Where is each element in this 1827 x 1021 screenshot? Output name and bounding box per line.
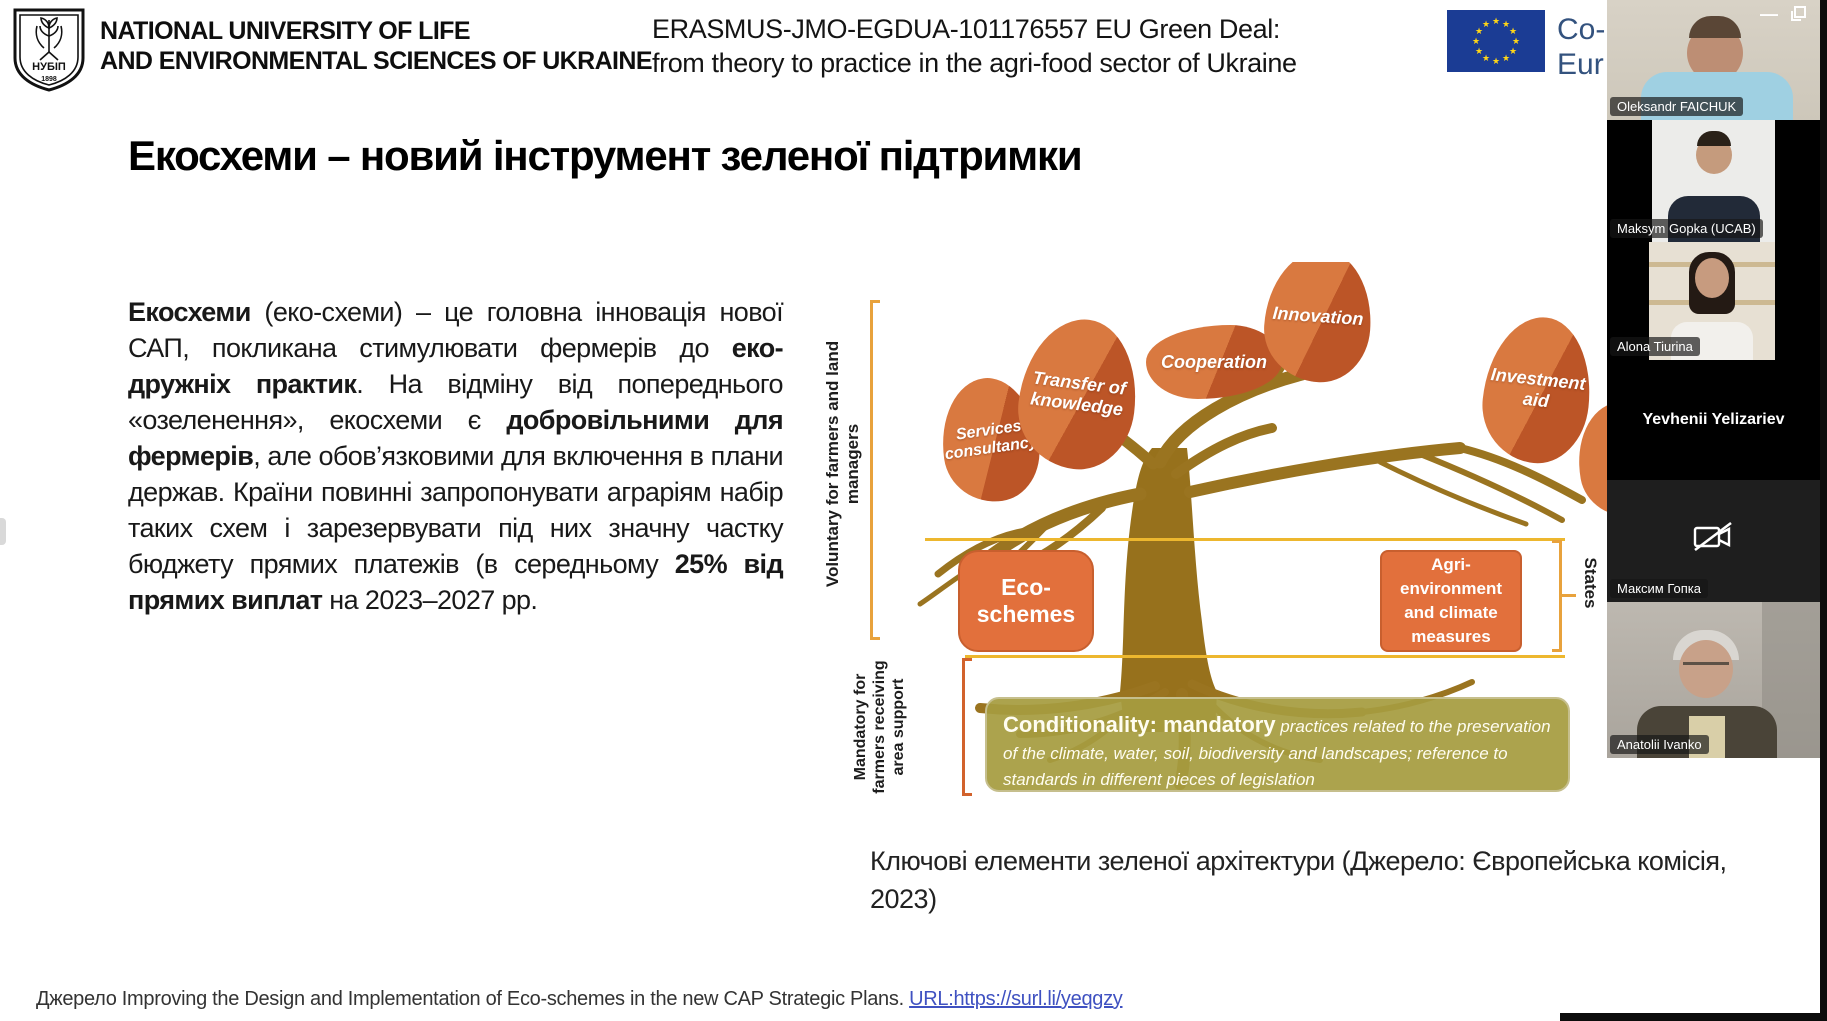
mandatory-label: Mandatory for farmers receiving area sup… <box>852 660 907 794</box>
svg-text:★: ★ <box>1482 20 1490 30</box>
svg-text:★: ★ <box>1472 37 1480 47</box>
source-link[interactable]: URL:https://surl.li/yeqgzy <box>909 988 1123 1010</box>
participant-name: Yevhenii Yelizariev <box>1642 411 1785 428</box>
source-line: Джерело Improving the Design and Impleme… <box>36 988 1123 1011</box>
voluntary-label: Voluntary for farmers and land managers <box>823 340 862 588</box>
logo-abbr: НУБІП <box>32 61 66 73</box>
window-right-edge <box>1820 0 1827 1021</box>
university-name-line2: AND ENVIRONMENTAL SCIENCES OF UKRAINE <box>100 47 653 75</box>
svg-text:★: ★ <box>1502 20 1510 30</box>
mandatory-bracket <box>962 658 972 796</box>
conditionality-description: practices related to the preservation of… <box>1003 717 1551 789</box>
slide-title: Екосхеми – новий інструмент зеленої підт… <box>128 132 1083 179</box>
participant-video <box>1607 602 1820 758</box>
participant-tile-maksym-gopka[interactable]: Максим Гопка <box>1607 480 1820 602</box>
university-logo: НУБІП 1898 <box>10 6 88 94</box>
participant-name: Максим Гопка <box>1610 579 1708 598</box>
minimize-icon[interactable]: — <box>1760 4 1778 24</box>
participant-tile-anatolii-ivanko[interactable]: Anatolii Ivanko <box>1607 602 1820 758</box>
participant-tile-oleksandr-faichuk[interactable]: — Oleksandr FAICHUK <box>1607 0 1820 120</box>
eu-cofunded-text: Co- Eur <box>1557 12 1605 82</box>
svg-text:★: ★ <box>1512 37 1520 47</box>
states-bracket <box>1552 540 1562 652</box>
window-bottom-edge <box>1560 1013 1827 1021</box>
slide-paragraph: Екосхеми (еко-схеми) – це головна іннова… <box>128 294 784 618</box>
eu-flag: ★ ★ ★ ★ ★ ★ ★ ★ ★ ★ ★ ★ <box>1447 10 1545 72</box>
svg-text:★: ★ <box>1482 54 1490 64</box>
svg-text:★: ★ <box>1502 54 1510 64</box>
participants-sidebar: — Oleksandr FAICHUK Maksym Gopka (UCAB) <box>1607 0 1820 758</box>
conditionality-title: Conditionality: mandatory <box>1003 712 1276 737</box>
svg-text:★: ★ <box>1492 57 1500 67</box>
wheat-icon <box>35 17 63 61</box>
university-name-line1: NATIONAL UNIVERSITY OF LIFE <box>100 17 471 45</box>
voluntary-bracket <box>870 300 880 640</box>
green-architecture-diagram: Voluntary for farmers and land managers … <box>820 262 1610 807</box>
voluntary-divider-line <box>925 538 1565 541</box>
svg-text:★: ★ <box>1509 27 1517 37</box>
agri-environment-box: Agri-environment and climate measures <box>1380 550 1522 652</box>
paragraph-run: Екосхеми <box>128 297 251 327</box>
paragraph-run: (еко-схеми) – це головна інновація нової… <box>128 297 784 363</box>
avatar <box>1679 640 1733 698</box>
project-title: ERASMUS-JMO-EGDUA-101176557 EU Green Dea… <box>652 12 1297 80</box>
logo-year: 1898 <box>41 76 57 83</box>
paragraph-run: добровільними для фермерів <box>128 405 784 471</box>
source-text: Джерело Improving the Design and Impleme… <box>36 988 910 1010</box>
leaf-cooperation: Cooperation <box>1146 325 1282 399</box>
scroll-nub <box>0 518 6 545</box>
avatar-glasses <box>1683 662 1729 665</box>
avatar <box>1695 258 1729 298</box>
avatar-hair <box>1697 131 1731 146</box>
project-title-line2: from theory to practice in the agri-food… <box>652 48 1297 78</box>
eco-schemes-box: Eco-schemes <box>958 550 1094 652</box>
eu-cofunded-line2: Eur <box>1557 48 1604 81</box>
participant-name: Alona Tiurina <box>1610 337 1700 356</box>
paragraph-run: 25% від прямих виплат <box>128 549 784 615</box>
svg-text:★: ★ <box>1492 17 1500 27</box>
mandatory-divider-line <box>965 655 1565 658</box>
participant-tile-yevhenii-yelizariev[interactable]: Yevhenii Yelizariev <box>1607 360 1820 480</box>
shield-icon: НУБІП 1898 <box>13 8 85 92</box>
conditionality-box: Conditionality: mandatory practices rela… <box>985 697 1570 792</box>
svg-text:★: ★ <box>1509 47 1517 57</box>
figure-caption: Ключові елементи зеленої архітектури (Дж… <box>870 846 1727 914</box>
participant-tile-maksym-gopka-ucab[interactable]: Maksym Gopka (UCAB) <box>1607 120 1820 242</box>
avatar-hair <box>1689 16 1741 38</box>
popout-icon[interactable] <box>1791 6 1806 26</box>
paragraph-run: на 2023–2027 рр. <box>322 585 538 615</box>
paragraph-run: еко-дружніх практик <box>128 333 784 399</box>
project-title-line1: ERASMUS-JMO-EGDUA-101176557 EU Green Dea… <box>652 14 1280 44</box>
states-bracket-tick <box>1562 594 1576 597</box>
participant-tile-alona-tiurina[interactable]: Alona Tiurina <box>1607 242 1820 360</box>
participant-name: Maksym Gopka (UCAB) <box>1610 219 1763 238</box>
svg-text:★: ★ <box>1475 27 1483 37</box>
university-name: NATIONAL UNIVERSITY OF LIFE AND ENVIRONM… <box>100 16 653 76</box>
eu-cofunded-line1: Co- <box>1557 13 1606 46</box>
paragraph-run: . На відміну від попереднього «озелененн… <box>128 369 784 435</box>
camera-off-icon <box>1693 521 1732 552</box>
states-label: States <box>1581 557 1600 609</box>
eu-stars-icon: ★ ★★ ★★★ ★★★ ★★★ <box>1472 17 1520 67</box>
participant-name: Anatolii Ivanko <box>1610 735 1709 754</box>
svg-text:★: ★ <box>1475 47 1483 57</box>
participant-name: Oleksandr FAICHUK <box>1610 97 1744 116</box>
paragraph-run: , але обов’язковими для включення в план… <box>128 441 784 579</box>
